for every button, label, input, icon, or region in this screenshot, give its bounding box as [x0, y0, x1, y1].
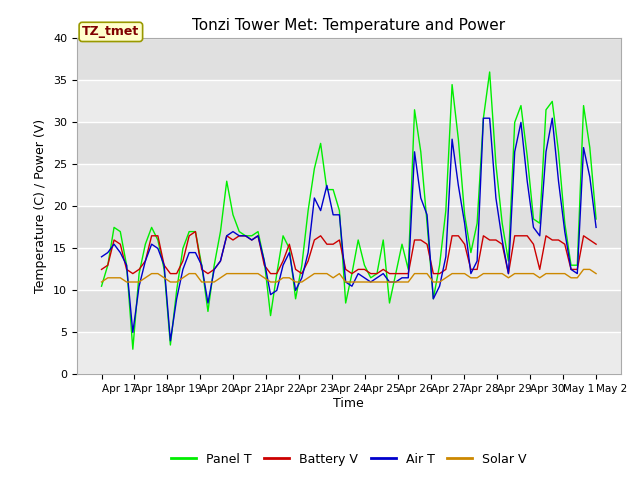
Air T: [548, 115, 556, 121]
Air T: [166, 338, 174, 344]
Solar V: [592, 271, 600, 276]
Air T: [404, 275, 412, 281]
Battery V: [548, 237, 556, 243]
Solar V: [392, 279, 399, 285]
Bar: [77, 122, 621, 164]
Battery V: [592, 241, 600, 247]
Battery V: [191, 229, 199, 235]
Battery V: [411, 237, 419, 243]
Bar: [77, 38, 621, 80]
Y-axis label: Temperature (C) / Power (V): Temperature (C) / Power (V): [35, 120, 47, 293]
Panel T: [486, 69, 493, 75]
Panel T: [129, 347, 137, 352]
Bar: [77, 164, 621, 206]
Air T: [442, 254, 450, 260]
Air T: [98, 254, 106, 260]
Line: Solar V: Solar V: [102, 269, 596, 282]
Air T: [323, 182, 331, 188]
Battery V: [429, 271, 437, 276]
Bar: [77, 80, 621, 122]
Solar V: [580, 266, 588, 272]
Air T: [479, 115, 487, 121]
Battery V: [330, 241, 337, 247]
Solar V: [536, 275, 543, 281]
Battery V: [98, 266, 106, 272]
Solar V: [417, 271, 424, 276]
Title: Tonzi Tower Met: Temperature and Power: Tonzi Tower Met: Temperature and Power: [192, 18, 506, 33]
Bar: [77, 249, 621, 290]
Panel T: [442, 208, 450, 214]
Text: TZ_tmet: TZ_tmet: [82, 25, 140, 38]
Air T: [423, 212, 431, 218]
Solar V: [398, 279, 406, 285]
Bar: [77, 290, 621, 332]
Battery V: [448, 233, 456, 239]
Legend: Panel T, Battery V, Air T, Solar V: Panel T, Battery V, Air T, Solar V: [166, 448, 531, 471]
Panel T: [323, 187, 331, 192]
Air T: [398, 275, 406, 281]
Battery V: [129, 271, 137, 276]
Line: Battery V: Battery V: [102, 232, 596, 274]
Panel T: [404, 266, 412, 272]
Line: Air T: Air T: [102, 118, 596, 341]
Solar V: [436, 279, 444, 285]
Bar: [77, 332, 621, 374]
Panel T: [98, 283, 106, 289]
Solar V: [98, 279, 106, 285]
Panel T: [398, 241, 406, 247]
Air T: [592, 225, 600, 230]
Bar: [77, 206, 621, 249]
Panel T: [423, 220, 431, 226]
Line: Panel T: Panel T: [102, 72, 596, 349]
Panel T: [548, 98, 556, 104]
Battery V: [404, 271, 412, 276]
Solar V: [317, 271, 324, 276]
Panel T: [592, 216, 600, 222]
X-axis label: Time: Time: [333, 397, 364, 410]
